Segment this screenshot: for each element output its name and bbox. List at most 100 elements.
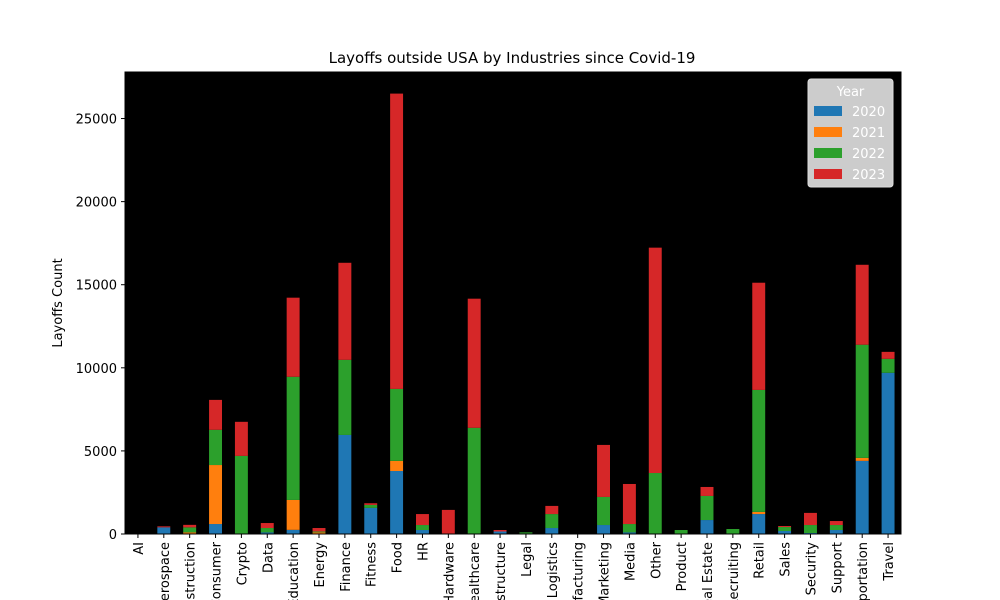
y-tick-label: 10000 — [76, 362, 117, 377]
bar-segment — [157, 526, 171, 528]
bar-segment — [700, 495, 714, 521]
x-tick-label: Media — [623, 542, 638, 581]
x-tick-label: Transportation — [856, 542, 871, 600]
bar-segment — [804, 525, 817, 534]
bar-segment — [286, 499, 300, 530]
bar-segment — [545, 505, 559, 515]
bar-segment — [157, 527, 171, 534]
bar-segment — [519, 532, 533, 534]
bar-segment — [597, 496, 610, 526]
x-tick-label: Marketing — [598, 542, 613, 600]
bar-segment — [804, 512, 817, 526]
bar-segment — [209, 524, 222, 534]
bar-segment — [829, 525, 843, 531]
legend-label: 2020 — [852, 105, 885, 120]
y-tick-label: 15000 — [76, 279, 117, 294]
legend: Year 2020 2021 2022 2023 — [807, 78, 894, 188]
bar-segment — [467, 298, 481, 428]
bar-segment — [855, 344, 869, 458]
legend-label: 2022 — [852, 147, 885, 162]
y-tick-label: 5000 — [84, 445, 117, 460]
bar-segment — [622, 483, 636, 525]
bar-segment — [752, 282, 766, 390]
x-tick-label: Real Estate — [701, 542, 716, 600]
legend-title: Year — [836, 85, 865, 100]
bar-segment — [260, 532, 274, 534]
x-tick-label: Legal — [520, 542, 535, 577]
bar-segment — [390, 93, 404, 389]
x-tick-label: Security — [804, 542, 819, 596]
x-tick-label: Manufacturing — [572, 542, 587, 600]
bar-segment — [209, 429, 222, 466]
x-tick-label: Finance — [339, 542, 354, 592]
bar-segment — [700, 520, 714, 534]
legend-swatch — [814, 127, 842, 137]
legend-swatch — [814, 169, 842, 179]
bar-segment — [545, 528, 559, 534]
legend-label: 2023 — [852, 168, 885, 183]
x-tick-label: Retail — [753, 542, 768, 579]
bar-segment — [312, 528, 326, 532]
bar-segment — [416, 514, 429, 526]
x-tick-label: Construction — [184, 542, 199, 600]
bar-segment — [286, 297, 300, 377]
plot-background — [125, 72, 901, 534]
bar-segment — [286, 529, 300, 534]
bar-segment — [209, 399, 222, 430]
bar-segment — [622, 532, 636, 534]
legend-swatch — [814, 148, 842, 158]
x-tick-label: Infrastructure — [494, 542, 509, 600]
x-tick-label: Energy — [313, 542, 328, 588]
x-tick-label: Support — [830, 542, 845, 593]
bar-segment — [597, 444, 610, 497]
y-tick-label: 20000 — [76, 196, 117, 211]
bar-segment — [364, 507, 378, 534]
x-tick-label: Logistics — [546, 542, 561, 598]
bar-segment — [260, 523, 274, 529]
x-tick-label: Education — [287, 542, 302, 600]
y-tick-label: 0 — [109, 528, 117, 543]
bar-segment — [390, 388, 404, 461]
plot-frame — [124, 71, 902, 535]
bar-segment — [855, 457, 869, 461]
x-tick-label: Crypto — [235, 542, 250, 585]
bar-segment — [364, 504, 378, 508]
bar-segment — [312, 532, 326, 534]
bar-segment — [700, 486, 714, 496]
bar-segment — [209, 465, 222, 525]
bar-segment — [778, 527, 792, 532]
x-tick-label: Fitness — [365, 542, 380, 587]
x-tick-label: Food — [391, 542, 406, 573]
x-tick-label: AI — [132, 542, 147, 555]
bar-segment — [855, 264, 869, 345]
bar-segment — [778, 531, 792, 534]
bar-segment — [416, 525, 429, 531]
bar-segment — [260, 528, 274, 533]
x-tick-label: Hardware — [442, 542, 457, 600]
legend-swatch — [814, 106, 842, 116]
bar-segment — [855, 460, 869, 534]
bar-segment — [648, 473, 662, 534]
x-tick-label: Other — [649, 541, 664, 579]
bar-segment — [183, 524, 197, 528]
bar-segment — [881, 351, 895, 359]
bar-segment — [829, 530, 843, 534]
bar-segment — [338, 434, 352, 534]
bar-segment — [234, 455, 248, 534]
bar-segment — [338, 262, 352, 360]
bar-segment — [674, 530, 688, 534]
x-tick-label: Aerospace — [158, 542, 173, 600]
bar-segment — [829, 521, 843, 526]
x-tick-label: Healthcare — [468, 542, 483, 600]
bar-segment — [338, 359, 352, 435]
bar-segment — [648, 247, 662, 474]
y-axis-label: Layoffs Count — [51, 258, 66, 347]
x-tick-label: Consumer — [210, 541, 225, 600]
x-tick-label: Product — [675, 542, 690, 591]
bar-segment — [441, 509, 455, 534]
bar-segment — [467, 427, 481, 534]
y-tick-label: 25000 — [76, 113, 117, 128]
bar-segment — [752, 511, 766, 515]
bar-segment — [286, 376, 300, 500]
bar-segment — [778, 526, 792, 528]
